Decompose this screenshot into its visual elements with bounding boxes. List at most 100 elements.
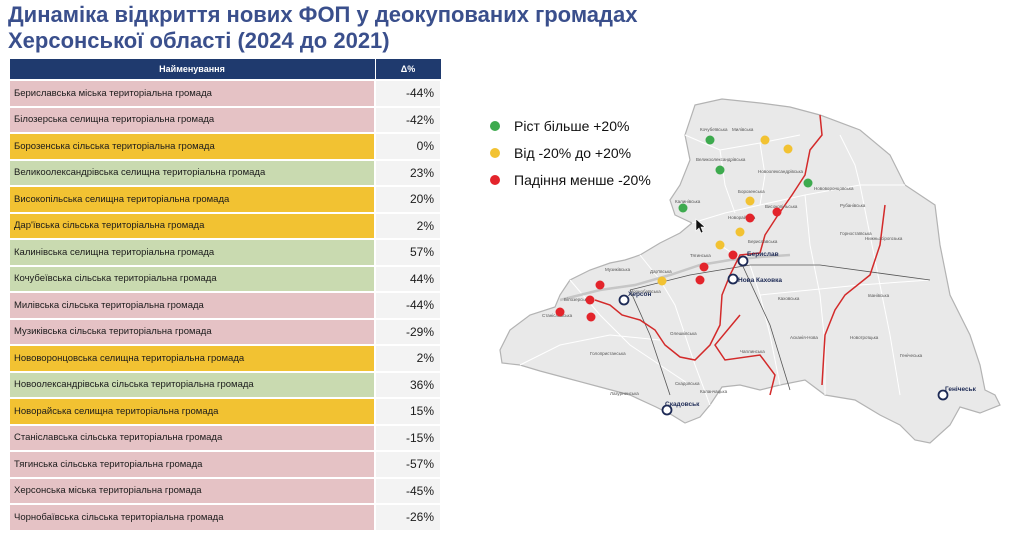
city-label-nova-kakhovka: Нова Каховка: [738, 277, 782, 284]
map-label: Новотроїцька: [850, 335, 879, 340]
legend-item-growth: Ріст більше +20%: [490, 112, 651, 139]
hromada-name-cell: Музиківська сільська територіальна грома…: [8, 317, 376, 346]
map-label: Рубанівська: [840, 203, 866, 208]
city-marker-nova-kakhovka: [727, 273, 739, 285]
legend-label: Від -20% до +20%: [514, 144, 632, 161]
city-marker-beryslav: [737, 255, 749, 267]
map-label: Каховська: [778, 296, 800, 301]
table-row: Борозенська сільська територіальна грома…: [8, 132, 442, 161]
map-label: Дар'ївська: [650, 269, 672, 274]
title-line-2: Херсонської області (2024 до 2021): [8, 28, 390, 53]
map-label: Чорнобаївська: [630, 289, 661, 294]
city-markers: Берислав Нова Каховка Херсон Скадовськ Г…: [618, 251, 977, 416]
legend-yellow-dot: [490, 147, 500, 158]
hromada-name-cell: Тягинська сільська територіальна громада: [8, 450, 376, 479]
delta-percent-cell: 2%: [374, 211, 442, 240]
hromada-name-cell: Білозерська селищна територіальна громад…: [8, 105, 376, 134]
marker-red: [695, 275, 705, 285]
delta-percent-cell: 44%: [374, 264, 442, 293]
city-label-henichesk: Генічеськ: [945, 385, 977, 393]
map-label: Нижньосірогозька: [865, 236, 903, 241]
map-label: Нововоронцовська: [814, 186, 854, 191]
kherson-region-map: Кочубеївська Милівська Великоолександрів…: [499, 98, 1001, 444]
table-row: Станіславська сільська територіальна гро…: [8, 423, 442, 452]
hromada-name-cell: Станіславська сільська територіальна гро…: [8, 423, 376, 452]
hromada-name-cell: Бериславська міська територіальна громад…: [8, 79, 376, 108]
table-body: Бериславська міська територіальна громад…: [8, 79, 442, 532]
title-line-1: Динаміка відкриття нових ФОП у деокупова…: [8, 2, 638, 27]
region-outline: [499, 98, 1001, 444]
hromada-name-cell: Новоолександрівська сільська територіаль…: [8, 370, 376, 399]
map-label: Бериславська: [748, 239, 778, 244]
delta-percent-cell: -26%: [374, 503, 442, 532]
map-label: Кочубеївська: [700, 127, 728, 132]
marker-red: [745, 213, 755, 223]
delta-percent-cell: 20%: [374, 185, 442, 214]
marker-yellow: [657, 276, 667, 286]
map-label: Олешківська: [670, 331, 697, 336]
city-label-skadovsk: Скадовськ: [665, 401, 700, 408]
marker-green: [678, 203, 688, 213]
hromada-markers: [555, 135, 813, 322]
marker-yellow: [760, 135, 770, 145]
marker-red: [555, 307, 565, 317]
map-label: Лазурненська: [610, 391, 639, 396]
map-label: Іванівська: [868, 293, 890, 298]
map-label: Новорайська: [728, 214, 756, 220]
hromada-name-cell: Милівська сільська територіальна громада: [8, 291, 376, 320]
legend-label: Ріст більше +20%: [514, 117, 630, 134]
marker-yellow: [735, 227, 745, 237]
marker-red: [595, 280, 605, 290]
map-label: Чаплинська: [740, 349, 765, 354]
dnipro-river: [559, 253, 791, 302]
table-row: Музиківська сільська територіальна грома…: [8, 317, 442, 346]
map-label: Генічеська: [900, 353, 923, 358]
map-label: Горностаївська: [840, 231, 872, 236]
delta-percent-cell: 15%: [374, 397, 442, 426]
delta-percent-cell: -44%: [374, 79, 442, 108]
page-title: Динаміка відкриття нових ФОП у деокупова…: [8, 2, 688, 54]
legend-label: Падіння менше -20%: [514, 171, 651, 188]
city-label-beryslav: Берислав: [747, 251, 779, 258]
map-label: Білозерська: [564, 297, 590, 302]
map-label: Милівська: [732, 127, 754, 132]
table-row: Калинівська селищна територіальна громад…: [8, 238, 442, 267]
main-roads: [629, 259, 931, 396]
marker-yellow: [783, 144, 793, 154]
city-marker-kherson: [618, 294, 630, 306]
hromada-name-cell: Нововоронцовська селищна територіальна г…: [8, 344, 376, 373]
delta-percent-cell: -42%: [374, 105, 442, 134]
marker-red: [586, 312, 596, 322]
map-label: Калинівська: [675, 199, 701, 204]
table-row: Дар'ївська сільська територіальна громад…: [8, 211, 442, 240]
hromada-name-cell: Калинівська селищна територіальна громад…: [8, 238, 376, 267]
table-row: Кочубеївська сільська територіальна гром…: [8, 264, 442, 293]
map-label: Асканія-Нова: [790, 335, 818, 340]
map-label: Скадовська: [675, 381, 700, 386]
table-row: Чорнобаївська сільська територіальна гро…: [8, 503, 442, 532]
map-label: Борозенська: [738, 189, 765, 194]
table-row: Високопільська селищна територіальна гро…: [8, 185, 442, 214]
delta-percent-cell: 0%: [374, 132, 442, 161]
city-marker-skadovsk: [661, 404, 673, 416]
column-header-name: Найменування: [8, 58, 376, 81]
front-line: [594, 114, 823, 361]
legend-red-dot: [490, 174, 500, 185]
hromada-name-cell: Херсонська міська територіальна громада: [8, 476, 376, 505]
hromada-table: Найменування Δ% Бериславська міська тери…: [8, 58, 442, 532]
hromada-name-cell: Дар'ївська сільська територіальна громад…: [8, 211, 376, 240]
community-borders: [519, 134, 931, 406]
table-header-row: Найменування Δ%: [8, 58, 442, 81]
legend-item-decline: Падіння менше -20%: [490, 166, 651, 193]
table-row: Білозерська селищна територіальна громад…: [8, 105, 442, 134]
map-label: Музиківська: [605, 267, 631, 272]
table-row: Новорайська селищна територіальна громад…: [8, 397, 442, 426]
hromada-name-cell: Борозенська сільська територіальна грома…: [8, 132, 376, 161]
front-line-south: [714, 314, 776, 396]
city-label-kherson: Херсон: [628, 291, 652, 298]
table-row: Тягинська сільська територіальна громада…: [8, 450, 442, 479]
map-label: Новоолександрівська: [758, 169, 804, 174]
delta-percent-cell: -45%: [374, 476, 442, 505]
hromada-name-cell: Новорайська селищна територіальна громад…: [8, 397, 376, 426]
marker-red: [585, 295, 595, 305]
